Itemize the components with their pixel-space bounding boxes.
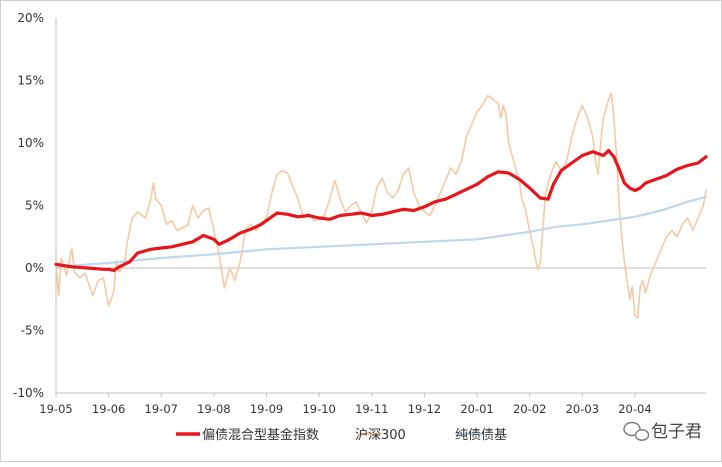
x-tick-label: 19-11 [355,402,388,416]
y-tick-label: -10% [13,386,44,400]
x-tick-label: 19-08 [197,402,230,416]
watermark: 包子君 [623,421,702,442]
x-tick-label: 19-07 [145,402,178,416]
x-tick-label: 19-10 [302,402,335,416]
series-layer [54,92,708,319]
y-tick-label: -5% [21,324,44,338]
legend: 偏债混合型基金指数 沪深300 纯债债基 [176,427,507,443]
legend-label: 纯债债基 [455,428,507,443]
x-tick-label: 20-03 [566,402,599,416]
series-line-1 [55,92,707,319]
x-tick-label: 19-09 [250,402,283,416]
legend-label: 沪深300 [355,427,406,443]
x-axis-ticks: 19-05 19-06 19-07 19-08 19-09 19-10 19-11 19-12… [39,393,652,416]
y-grid-and-ticks: -10% -5% 0% 5% 10% 15% 20% [13,11,706,400]
series-line-0 [54,148,708,273]
x-tick-label: 19-05 [39,402,72,416]
wechat-icon [623,421,650,441]
x-tick-label: 19-12 [408,402,441,416]
wechat-bubble-small [634,429,650,441]
legend-label: 偏债混合型基金指数 [202,427,319,443]
y-tick-label: 5% [25,199,44,213]
y-tick-label: 15% [17,74,44,88]
x-tick-label: 20-04 [618,402,651,416]
y-tick-label: 10% [17,136,44,150]
wechat-bubble-big [623,421,641,437]
x-tick-label: 20-02 [513,402,546,416]
series-line-2 [54,195,708,268]
x-tick-label: 19-06 [92,402,125,416]
x-tick-label: 20-01 [460,402,493,416]
y-tick-label: 20% [17,11,44,25]
y-tick-label: 0% [25,261,44,275]
watermark-text: 包子君 [651,422,702,442]
